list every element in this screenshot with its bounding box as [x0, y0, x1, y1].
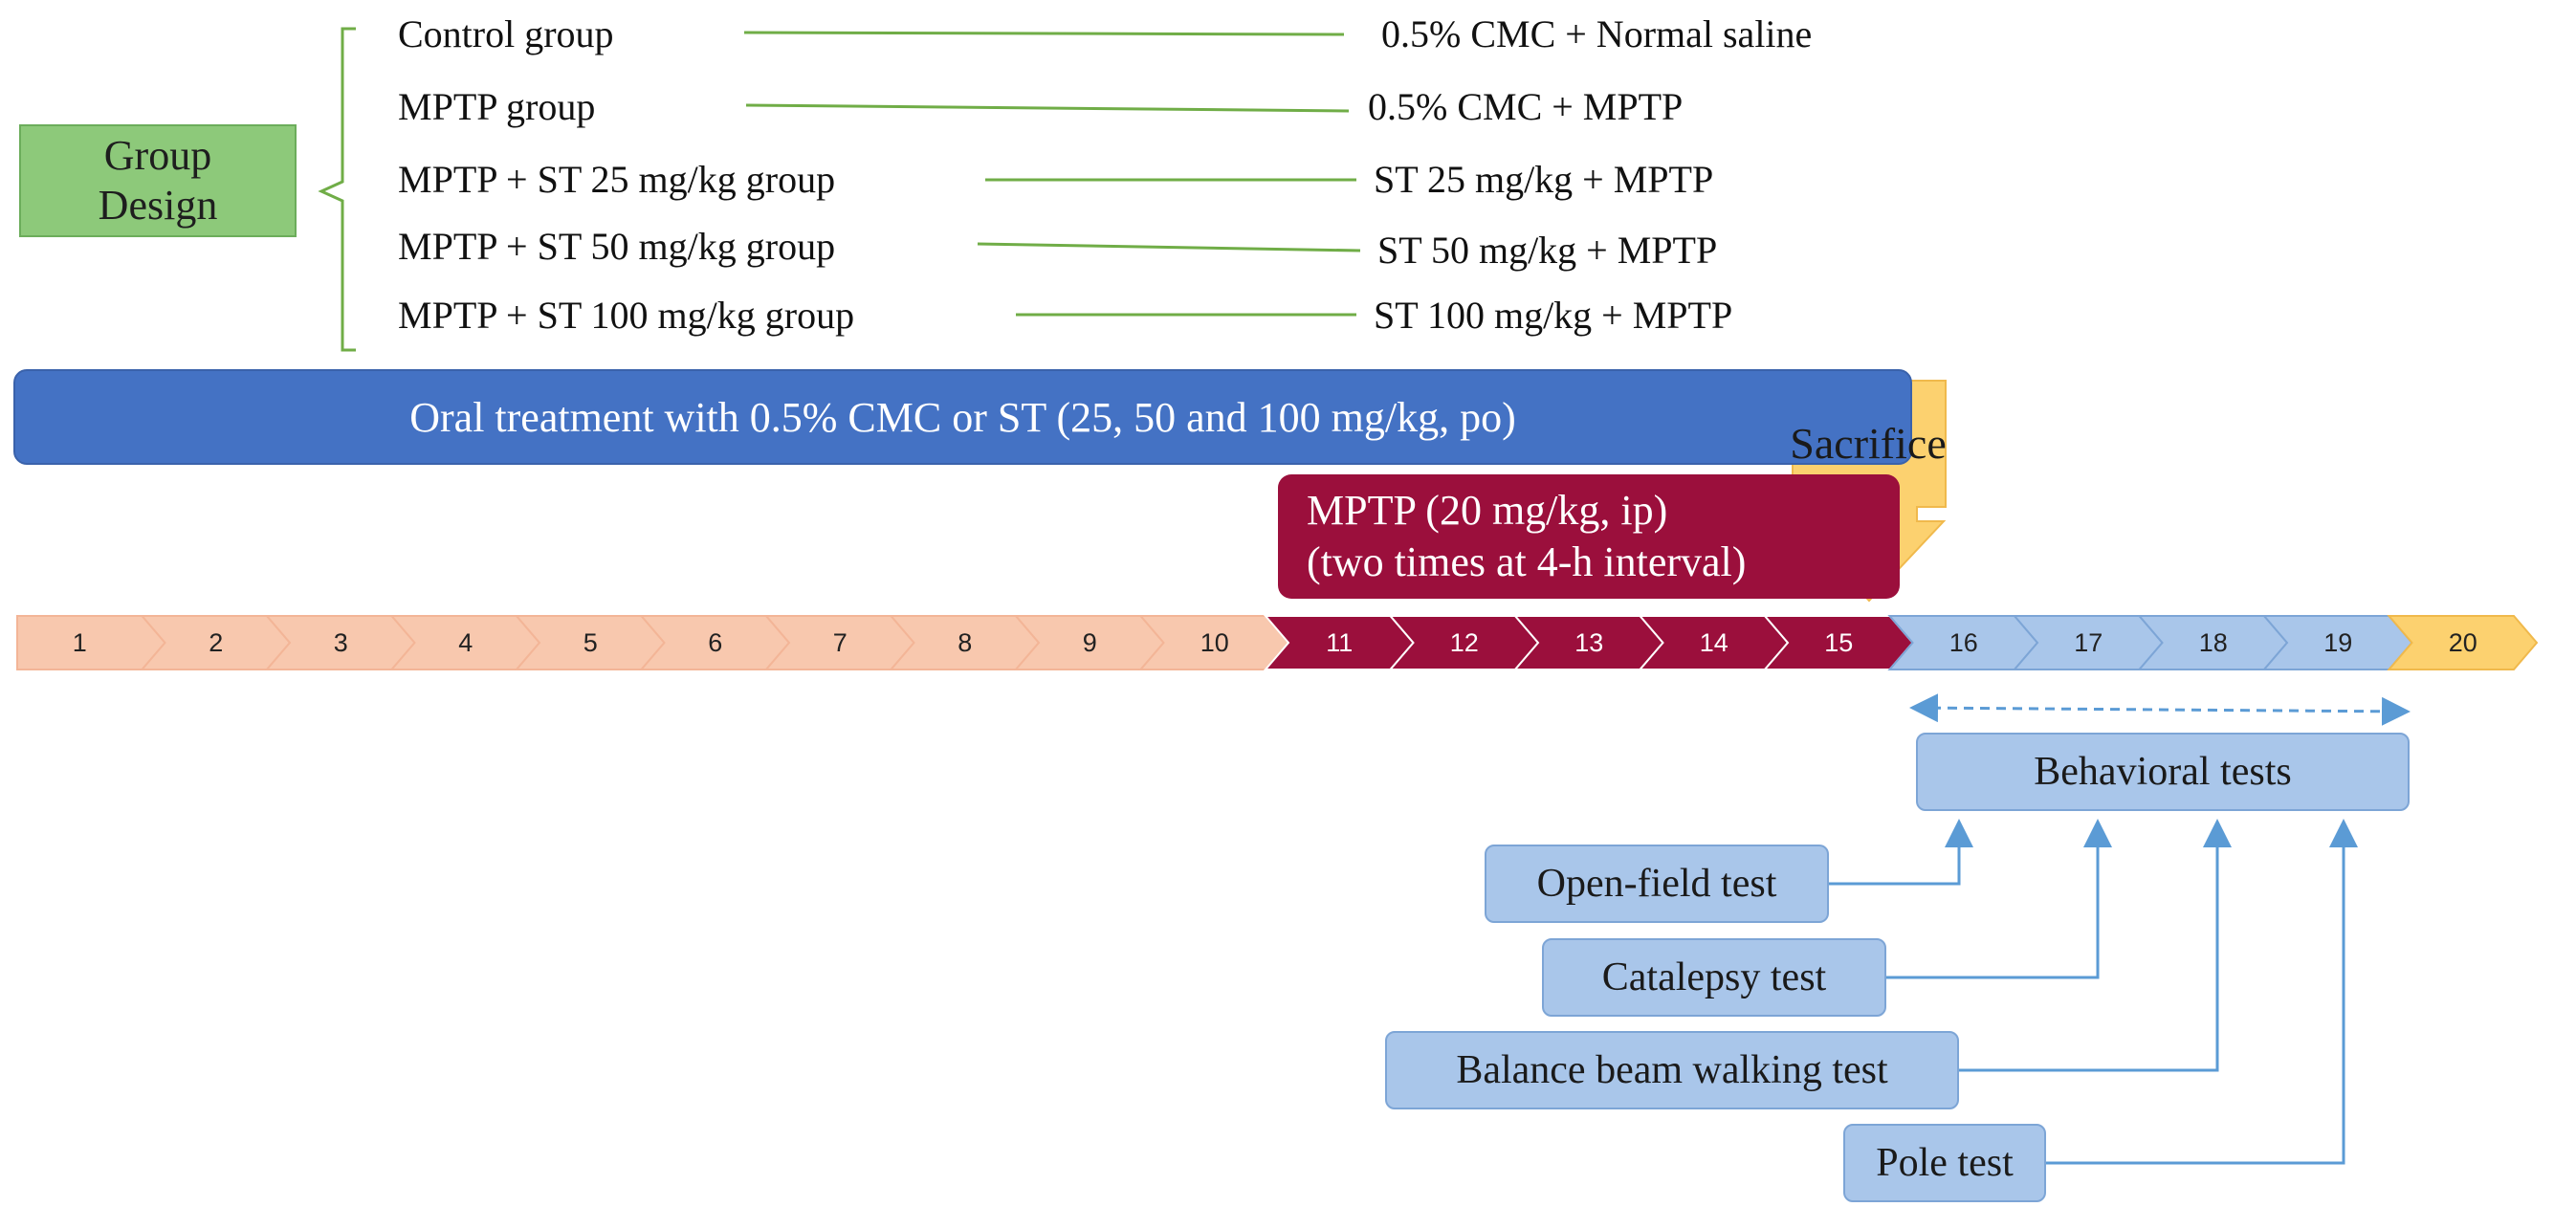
group-bracket — [318, 27, 356, 352]
timeline-day-15-label: 15 — [1824, 627, 1854, 657]
timeline-day-6-label: 6 — [708, 627, 723, 657]
behavioral-tests-title: Behavioral tests — [2034, 750, 2292, 794]
treatment-st25: ST 25 mg/kg + MPTP — [1374, 158, 1714, 201]
timeline-day-14-label: 14 — [1699, 627, 1728, 657]
treatment-st100: ST 100 mg/kg + MPTP — [1374, 294, 1733, 337]
timeline-day-19-label: 19 — [2323, 627, 2353, 657]
connector-balance — [1959, 819, 2232, 1072]
oral-treatment-bar: Oral treatment with 0.5% CMC or ST (25, … — [13, 369, 1912, 465]
group-design-line2: Design — [98, 182, 218, 229]
timeline-day-13-label: 13 — [1574, 627, 1604, 657]
connector-line-control — [743, 31, 1345, 36]
group-name-mptp: MPTP group — [398, 85, 596, 128]
timeline-day-3-label: 3 — [333, 627, 348, 657]
timeline-day-16-label: 16 — [1949, 627, 1978, 657]
connector-openfield — [1829, 819, 1973, 886]
timeline-day-7-label: 7 — [832, 627, 848, 657]
mptp-box: MPTP (20 mg/kg, ip) (two times at 4-h in… — [1278, 474, 1900, 599]
group-design-box: Group Design — [19, 124, 297, 237]
group-name-control: Control group — [398, 12, 614, 55]
test-catalepsy: Catalepsy test — [1542, 938, 1886, 1017]
group-name-st25: MPTP + ST 25 mg/kg group — [398, 158, 836, 201]
treatment-mptp: 0.5% CMC + MPTP — [1368, 85, 1684, 128]
sacrifice-label: Sacrifice — [1790, 418, 1947, 468]
mptp-line1: MPTP (20 mg/kg, ip) — [1307, 487, 1668, 534]
treatment-control: 0.5% CMC + Normal saline — [1381, 12, 1813, 55]
timeline-day-4-label: 4 — [458, 627, 473, 657]
timeline-day-11-label: 11 — [1326, 627, 1354, 657]
test-open-field: Open-field test — [1485, 845, 1829, 923]
timeline-day-9-label: 9 — [1082, 627, 1097, 657]
timeline-day-18-label: 18 — [2198, 627, 2228, 657]
connector-catalepsy — [1886, 819, 2112, 979]
timeline-day-12-label: 12 — [1449, 627, 1479, 657]
group-name-st50: MPTP + ST 50 mg/kg group — [398, 225, 836, 268]
test-balance-beam: Balance beam walking test — [1385, 1031, 1959, 1109]
timeline-day-8-label: 8 — [958, 627, 973, 657]
mptp-line2: (two times at 4-h interval) — [1307, 538, 1747, 585]
connector-line-mptp — [745, 103, 1350, 113]
timeline-day-1-label: 1 — [72, 627, 87, 657]
behavioral-window-arrow — [1909, 693, 2411, 726]
timeline-day-20-chevron — [2387, 615, 2539, 670]
timeline — [16, 615, 2539, 670]
oral-treatment-label: Oral treatment with 0.5% CMC or ST (25, … — [409, 393, 1516, 441]
connector-pole — [2046, 819, 2358, 1165]
group-name-st100: MPTP + ST 100 mg/kg group — [398, 294, 855, 337]
timeline-day-5-label: 5 — [583, 627, 598, 657]
connector-line-st50 — [977, 242, 1361, 252]
behavioral-tests-box: Behavioral tests — [1916, 733, 2410, 811]
treatment-st50: ST 50 mg/kg + MPTP — [1377, 229, 1718, 272]
timeline-day-2-label: 2 — [209, 627, 224, 657]
timeline-day-10-label: 10 — [1200, 627, 1229, 657]
test-pole: Pole test — [1843, 1124, 2046, 1202]
group-design-line1: Group — [103, 132, 212, 179]
timeline-day-17-label: 17 — [2074, 627, 2103, 657]
timeline-day-20-label: 20 — [2448, 627, 2477, 657]
